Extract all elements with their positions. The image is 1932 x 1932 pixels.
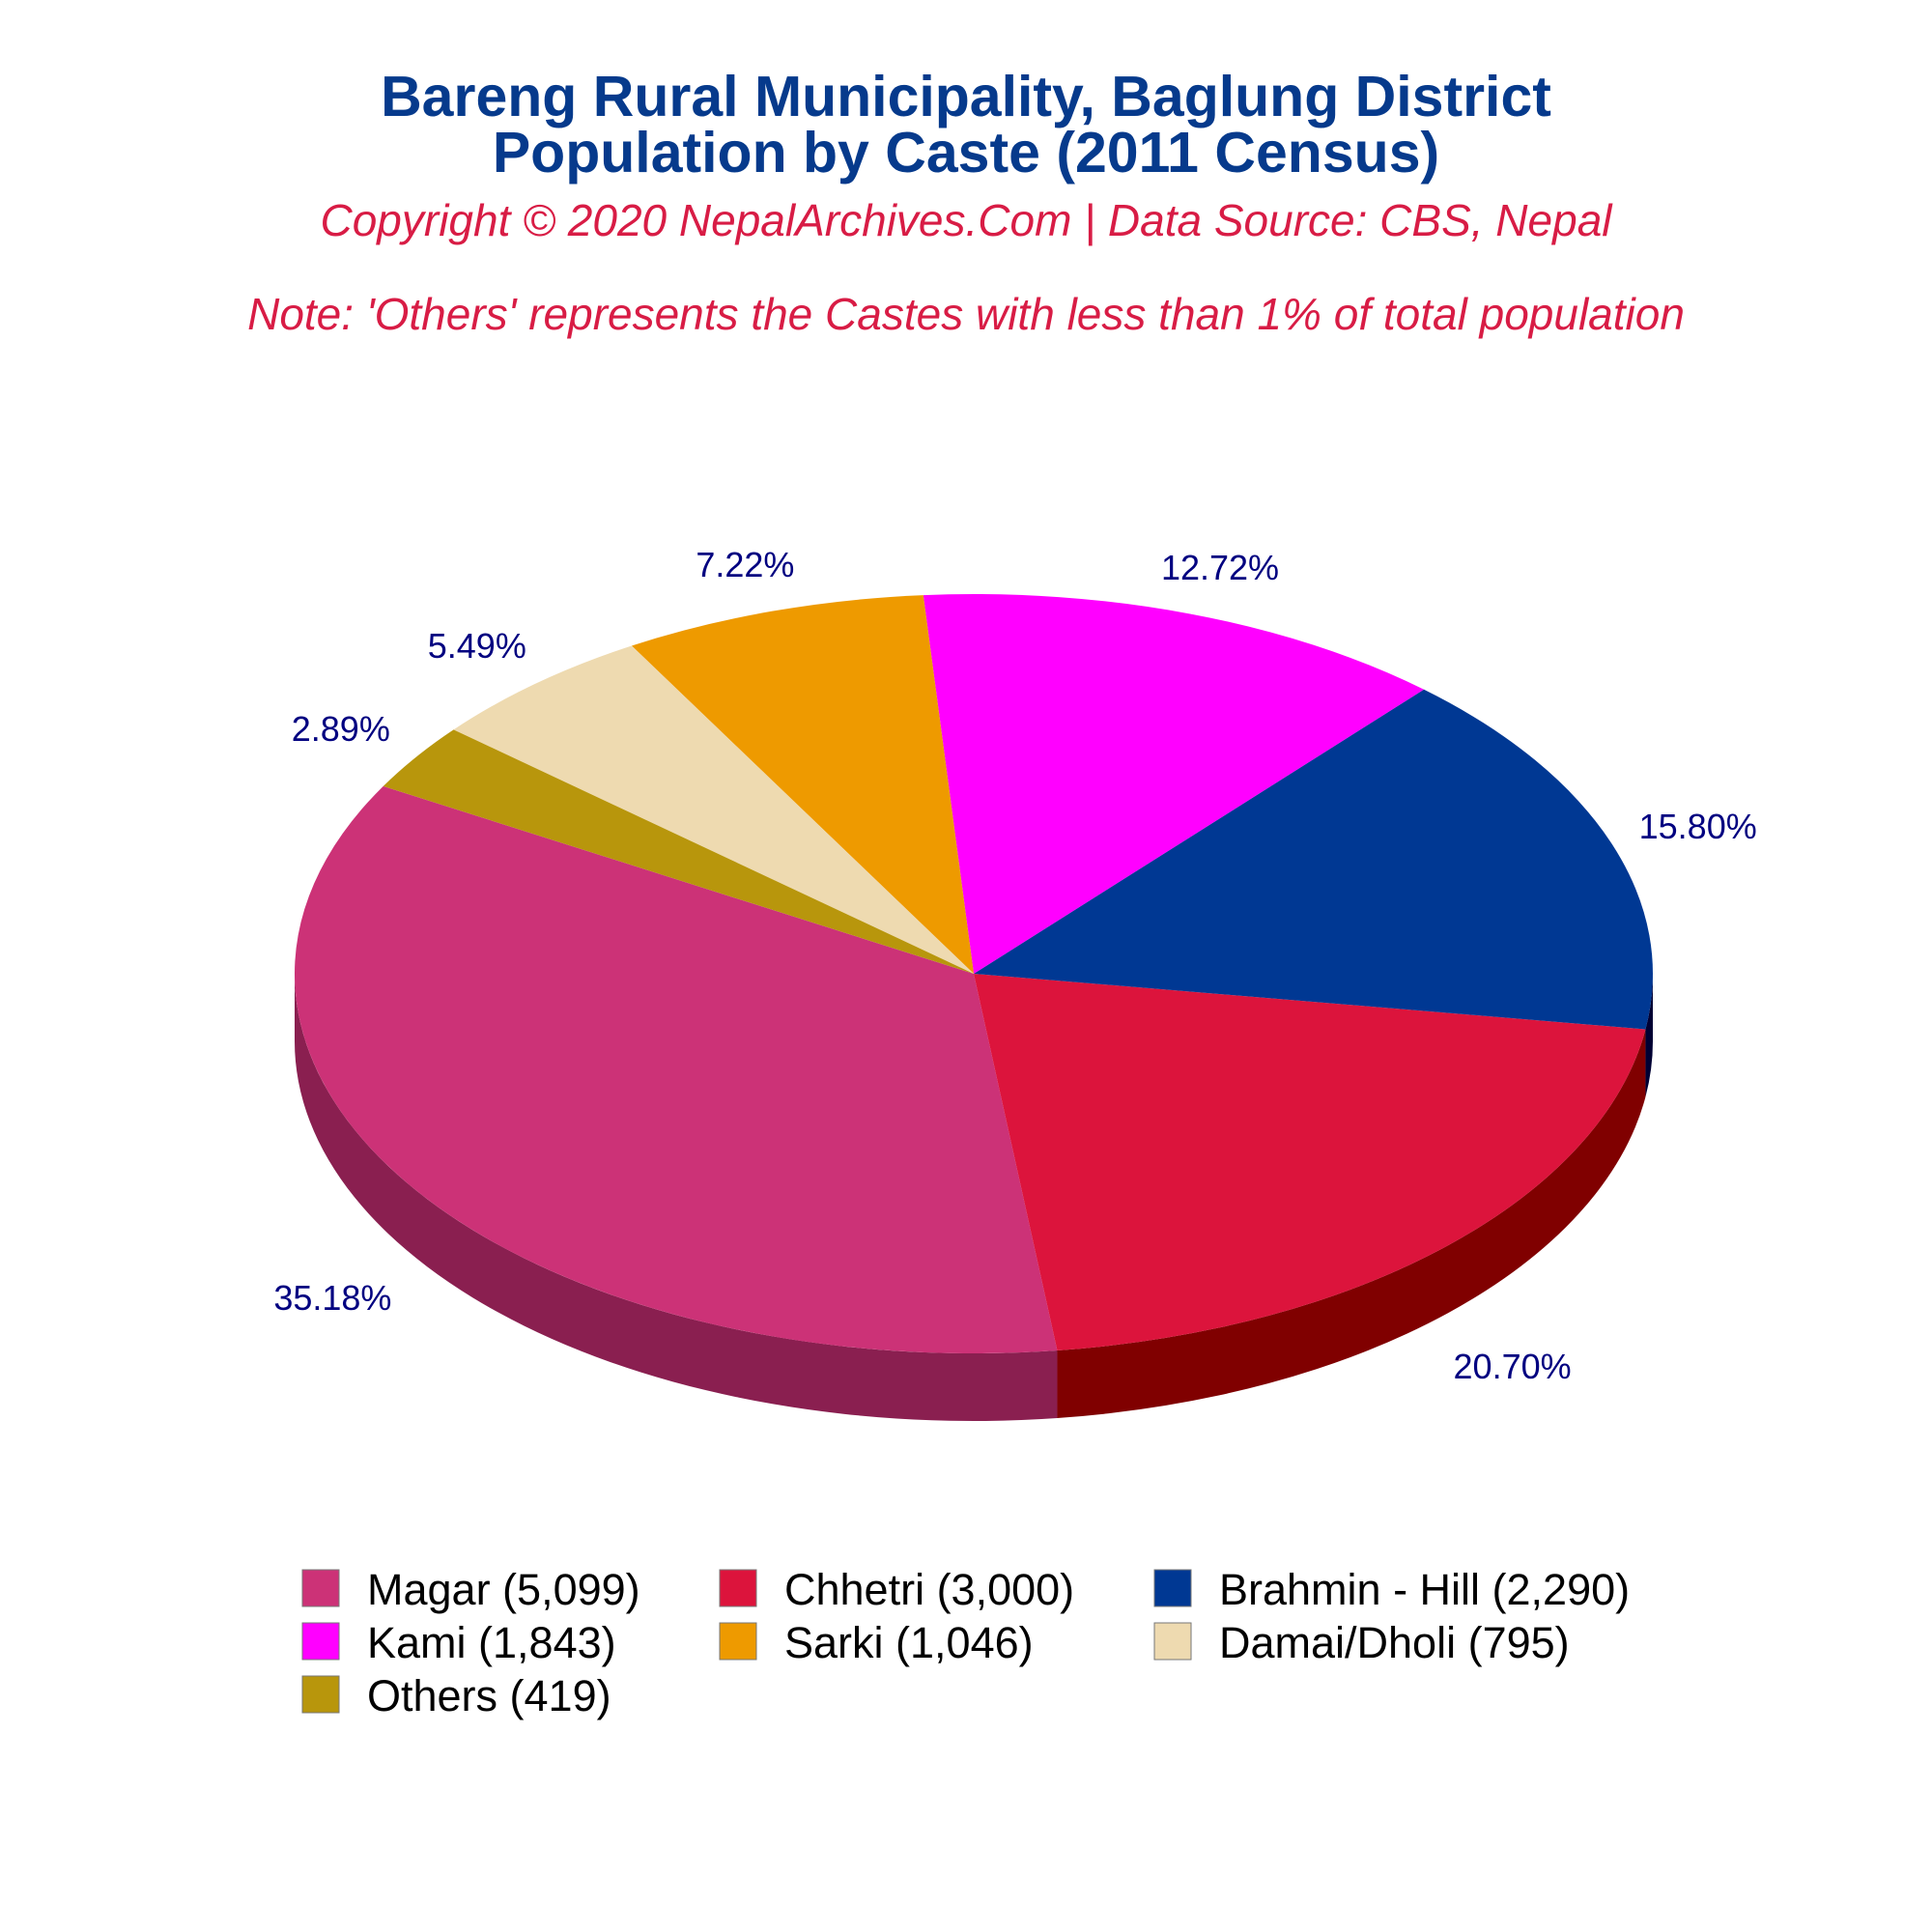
pie-slice-chhetri — [974, 974, 1646, 1351]
pie-slice-damai-dholi — [453, 645, 974, 974]
pie-slice-brahmin-hill — [974, 689, 1653, 1030]
legend-swatch-kami — [301, 1622, 340, 1661]
percent-label-brahmin-hill: 15.80% — [1639, 807, 1757, 846]
legend-label-brahmin-hill: Brahmin - Hill (2,290) — [1219, 1565, 1630, 1614]
percent-label-kami: 12.72% — [1161, 548, 1279, 587]
pie-side-brahmin-hill — [1645, 974, 1653, 1097]
percent-label-sarki: 7.22% — [696, 545, 794, 584]
pie-slice-others — [383, 729, 974, 974]
pie-side-magar — [295, 974, 1058, 1421]
chart-subtitle: Population by Caste (2011 Census) — [492, 121, 1440, 185]
legend-swatch-chhetri — [719, 1569, 757, 1607]
pie-side-chhetri — [1057, 1029, 1646, 1419]
pie-slice-sarki — [631, 595, 974, 974]
legend-label-magar: Magar (5,099) — [367, 1565, 640, 1614]
legend-swatch-others — [301, 1675, 340, 1714]
chart-title: Bareng Rural Municipality, Baglung Distr… — [381, 65, 1551, 128]
copyright-text: Copyright © 2020 NepalArchives.Com | Dat… — [320, 195, 1612, 245]
legend-label-others: Others (419) — [367, 1671, 611, 1720]
percent-label-others: 2.89% — [292, 709, 390, 749]
percent-label-magar: 35.18% — [273, 1278, 391, 1318]
legend-swatch-magar — [301, 1569, 340, 1607]
pie-sides — [295, 974, 1653, 1421]
legend-label-chhetri: Chhetri (3,000) — [784, 1565, 1074, 1614]
pie-slice-kami — [923, 594, 1425, 974]
legend-swatch-sarki — [719, 1622, 757, 1661]
percent-label-damai-dholi: 5.49% — [428, 626, 526, 666]
legend-swatch-brahmin-hill — [1153, 1569, 1192, 1607]
pie-slices — [295, 594, 1653, 1353]
legend-label-damai-dholi: Damai/Dholi (795) — [1219, 1618, 1570, 1667]
note-text: Note: 'Others' represents the Castes wit… — [247, 289, 1685, 339]
legend: Magar (5,099) Chhetri (3,000) Brahmin - Hi… — [301, 1565, 1630, 1720]
legend-swatch-damai-dholi — [1153, 1622, 1192, 1661]
percent-labels: 35.18% 20.70% 15.80% 12.72% 7.22% 5.49% 2.89% — [273, 545, 1756, 1386]
legend-label-sarki: Sarki (1,046) — [784, 1618, 1034, 1667]
pie-slice-magar — [295, 785, 1058, 1353]
percent-label-chhetri: 20.70% — [1454, 1347, 1572, 1386]
legend-label-kami: Kami (1,843) — [367, 1618, 616, 1667]
